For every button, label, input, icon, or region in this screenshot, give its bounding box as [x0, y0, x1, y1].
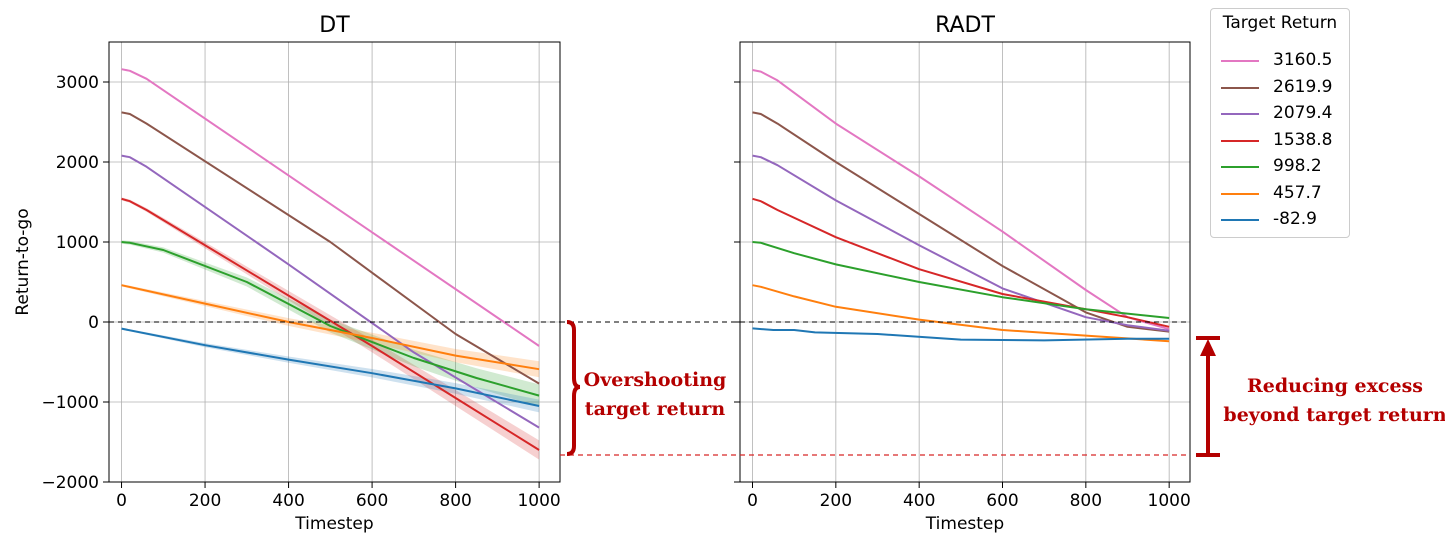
series-line-2079.4 — [752, 154, 1170, 332]
chart-title: RADT — [935, 13, 995, 38]
x-tick-label: 1000 — [517, 491, 560, 511]
legend-item: -82.9 — [1221, 206, 1349, 234]
legend-swatch — [1221, 113, 1259, 115]
legend-item: 457.7 — [1221, 180, 1349, 208]
legend-label: 2619.9 — [1273, 76, 1333, 97]
x-tick-label: 600 — [986, 491, 1018, 511]
legend-item: 2619.9 — [1221, 74, 1349, 102]
x-tick-label: 800 — [439, 491, 471, 511]
y-tick-label: −2000 — [41, 473, 99, 493]
series-line-998.2 — [121, 241, 540, 397]
overshoot-brace — [566, 320, 581, 456]
legend-label: 998.2 — [1273, 156, 1322, 176]
chart-title: DT — [319, 13, 350, 38]
legend-item: 3160.5 — [1221, 47, 1349, 75]
series-line-2619.9 — [752, 111, 1170, 333]
x-tick-label: 200 — [189, 491, 221, 511]
y-tick-label: 0 — [88, 313, 99, 333]
panel-dt: 0 200 400 600 800 1000 −2000 −1000 0 1000 2000 3000… — [13, 13, 561, 534]
series-line-3160.5 — [752, 69, 1170, 331]
legend-swatch — [1221, 139, 1259, 142]
y-axis-label: Return-to-go — [13, 208, 33, 315]
y-tick-label: 1000 — [56, 233, 99, 253]
legend-swatch — [1221, 166, 1259, 168]
overshoot-label-line1: Overshooting — [584, 369, 727, 391]
overshoot-label-line2: target return — [585, 398, 726, 420]
x-tick-label: 800 — [1070, 491, 1102, 511]
reducing-label-line2: beyond target return — [1223, 404, 1445, 426]
legend-label: 457.7 — [1273, 182, 1322, 203]
series-line--82.9 — [121, 327, 540, 407]
reducing-arrow-head — [1200, 339, 1216, 356]
axes-frame — [739, 41, 1191, 483]
x-tick-label: 0 — [747, 491, 758, 511]
annotation-layer: Overshooting target return Reducing exce… — [560, 320, 1445, 457]
legend-item: 998.2 — [1221, 153, 1349, 181]
y-tick-label: −1000 — [41, 393, 99, 413]
series-line-1538.8 — [121, 197, 540, 451]
legend-label: 3160.5 — [1273, 50, 1333, 70]
series-line--82.9 — [752, 327, 1170, 342]
legend: Target Return 3160.5 2619.9 2079.4 1538.8 99… — [1210, 8, 1350, 238]
legend-item: 2079.4 — [1221, 100, 1349, 128]
x-tick-label: 600 — [356, 491, 388, 511]
panel-radt: 0 200 400 600 800 1000 RADT Timestep — [734, 13, 1191, 534]
y-tick-label: 3000 — [56, 73, 99, 93]
x-tick-label: 0 — [116, 491, 127, 511]
legend-swatch — [1221, 60, 1259, 62]
series-line-998.2 — [752, 241, 1170, 319]
series-line-457.7 — [752, 284, 1170, 343]
series-band-998.2 — [121, 240, 540, 407]
legend-item: 1538.8 — [1221, 127, 1349, 155]
x-tick-label: 400 — [903, 491, 935, 511]
x-tick-label: 200 — [820, 491, 852, 511]
x-axis-label: Timestep — [294, 514, 373, 534]
legend-swatch — [1221, 86, 1259, 89]
x-tick-label: 1000 — [1148, 491, 1191, 511]
x-axis-label: Timestep — [925, 514, 1004, 534]
series-line-457.7 — [121, 284, 540, 371]
series-line-1538.8 — [752, 197, 1170, 328]
y-tick-label: 2000 — [56, 153, 99, 173]
legend-label: 2079.4 — [1273, 103, 1333, 123]
series-line-2619.9 — [121, 111, 540, 385]
legend-label: -82.9 — [1273, 209, 1317, 229]
x-tick-label: 400 — [272, 491, 304, 511]
series-line-3160.5 — [121, 68, 540, 347]
legend-swatch — [1221, 219, 1259, 221]
axes-frame — [108, 41, 561, 483]
legend-label: 1538.8 — [1273, 129, 1333, 150]
reducing-label-line1: Reducing excess — [1247, 375, 1423, 397]
legend-swatch — [1221, 192, 1259, 195]
legend-title: Target Return — [1222, 13, 1338, 33]
